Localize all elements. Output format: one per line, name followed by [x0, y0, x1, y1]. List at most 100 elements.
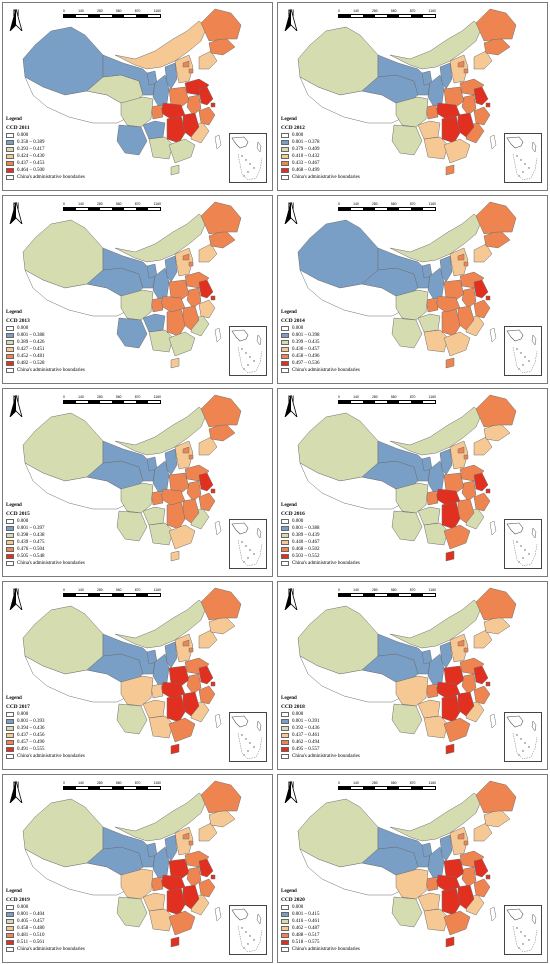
legend-heading: Legend	[6, 696, 22, 701]
map-legend: Legend CCD 2014 0.000 0.001 – 0.398 0.399 …	[281, 310, 401, 374]
map-panel-ccd-2014: N 0 140 280 560 870 1160 Legend CCD 2014 0.00…	[277, 195, 548, 384]
scale-label: 560	[390, 781, 397, 785]
scale-label: 140	[353, 202, 359, 206]
scale-bar: 0 140 280 560 870 1160	[63, 202, 161, 211]
legend-class-label: 0.000	[17, 133, 29, 138]
province-nm	[114, 599, 208, 649]
north-arrow: N	[284, 202, 298, 224]
province-sh	[485, 488, 491, 494]
legend-swatch	[281, 912, 289, 917]
province-sh	[210, 874, 216, 880]
legend-swatch	[6, 733, 14, 738]
province-hi	[170, 164, 180, 176]
map-panel-ccd-2015: N 0 140 280 560 870 1160 Legend CCD 2015 0.00…	[2, 388, 273, 577]
province-sh	[210, 488, 216, 494]
legend-label-boundaries: China's administrative boundaries	[17, 754, 85, 759]
scale-label: 0	[63, 781, 65, 785]
province-hun	[441, 693, 461, 723]
legend-swatch-boundaries	[281, 368, 289, 373]
legend-row: 0.000	[6, 904, 126, 911]
province-hun	[166, 693, 186, 723]
legend-swatch	[281, 905, 289, 910]
north-arrow: N	[9, 9, 23, 31]
legend-title: CCD 2014	[281, 318, 305, 324]
legend-row: 0.468 – 0.502	[281, 546, 401, 553]
province-sn	[427, 653, 445, 687]
legend-class-label: 0.000	[292, 519, 304, 524]
north-arrow: N	[284, 395, 298, 417]
province-gx	[423, 715, 449, 739]
scale-label: 560	[390, 9, 397, 13]
legend-swatch-boundaries	[281, 175, 289, 180]
province-sc	[395, 96, 429, 128]
scale-label: 140	[78, 395, 84, 399]
legend-class-label: 0.001 – 0.393	[17, 719, 45, 724]
legend-swatch	[6, 912, 14, 917]
legend-class-label: 0.398 – 0.438	[17, 533, 45, 538]
legend-row-boundaries: China's administrative boundaries	[281, 367, 401, 374]
china-province-map	[22, 587, 242, 755]
legend-row: 0.001 – 0.398	[281, 332, 401, 339]
legend-swatch	[6, 340, 14, 345]
province-hn	[168, 858, 190, 880]
legend-row: 0.001 – 0.397	[6, 525, 126, 532]
legend-row: 0.505 – 0.548	[6, 553, 126, 560]
north-arrow-icon	[9, 395, 23, 417]
scale-label: 560	[115, 588, 122, 592]
scale-label: 870	[409, 202, 416, 206]
legend-heading: Legend	[6, 889, 22, 894]
legend-class-label: 0.000	[17, 326, 29, 331]
scale-label: 560	[115, 9, 122, 13]
legend-class-label: 0.482 – 0.528	[17, 361, 45, 366]
scale-bar-graphic	[63, 786, 161, 790]
province-yn	[116, 317, 148, 349]
legend-row: 0.398 – 0.438	[6, 532, 126, 539]
scale-label: 140	[353, 395, 359, 399]
scale-bar: 0 140 280 560 870 1160	[338, 395, 436, 404]
legend-label-boundaries: China's administrative boundaries	[17, 368, 85, 373]
legend-rows: 0.000 0.001 – 0.378 0.379 – 0.409 0.410 – 0…	[281, 132, 401, 174]
scale-label: 870	[134, 202, 141, 206]
legend-row: 0.495 – 0.557	[281, 746, 401, 753]
north-arrow: N	[9, 781, 23, 803]
province-ln	[198, 50, 218, 70]
legend-swatch	[6, 933, 14, 938]
scale-label: 280	[372, 781, 378, 785]
legend-row: 0.392 – 0.436	[281, 725, 401, 732]
province-hun	[166, 114, 186, 144]
province-hlj	[200, 201, 242, 235]
legend-heading: Legend	[6, 117, 22, 122]
province-ah	[461, 480, 477, 502]
legend-class-label: 0.468 – 0.499	[292, 168, 320, 173]
legend-heading: Legend	[281, 696, 297, 701]
scale-label: 140	[78, 588, 84, 592]
scale-label: 140	[78, 9, 84, 13]
map-panel-ccd-2013: N 0 140 280 560 870 1160 Legend CCD 2013 0.00…	[2, 195, 273, 384]
legend-class-label: 0.497 – 0.536	[292, 361, 320, 366]
province-hi	[170, 357, 180, 369]
province-tw	[214, 327, 222, 343]
legend-swatch	[281, 726, 289, 731]
map-legend: Legend CCD 2016 0.000 0.001 – 0.388 0.389 …	[281, 503, 401, 567]
north-arrow: N	[284, 588, 298, 610]
province-js	[473, 472, 489, 492]
province-gd	[168, 717, 196, 743]
china-province-map	[22, 394, 242, 562]
legend-rows: 0.000 0.001 – 0.397 0.398 – 0.438 0.439 – 0…	[6, 518, 126, 560]
south-china-sea-inset	[229, 905, 267, 955]
province-bj	[457, 253, 465, 261]
legend-row-boundaries: China's administrative boundaries	[281, 174, 401, 181]
legend-row: 0.476 – 0.504	[6, 546, 126, 553]
legend-swatch	[6, 326, 14, 331]
province-tj	[188, 454, 194, 460]
map-legend: Legend CCD 2013 0.000 0.001 – 0.388 0.389 …	[6, 310, 126, 374]
south-china-sea-inset	[504, 133, 542, 183]
legend-swatch	[281, 733, 289, 738]
legend-swatch	[281, 154, 289, 159]
scale-label: 560	[115, 395, 122, 399]
legend-swatch	[6, 133, 14, 138]
legend-swatch	[6, 361, 14, 366]
legend-label-boundaries: China's administrative boundaries	[17, 175, 85, 180]
legend-swatch	[6, 554, 14, 559]
legend-row: 0.439 – 0.475	[6, 539, 126, 546]
